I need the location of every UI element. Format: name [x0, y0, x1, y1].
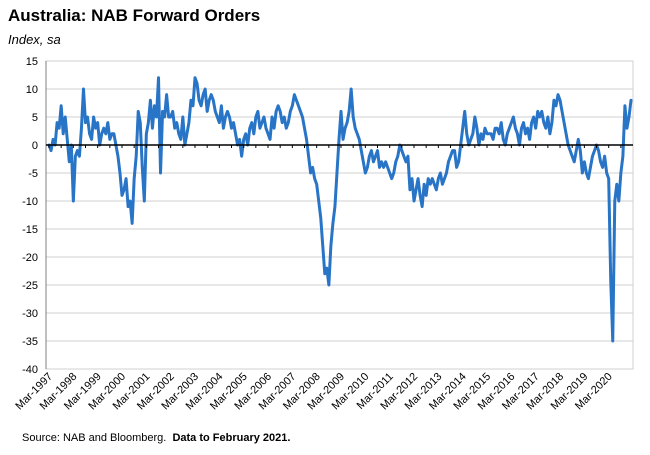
y-tick-label: 15: [26, 56, 38, 68]
y-tick-label: -35: [22, 336, 38, 348]
source-text: Source: NAB and Bloomberg.: [22, 432, 167, 444]
y-tick-label: 10: [26, 84, 38, 96]
chart-title: Australia: NAB Forward Orders: [8, 6, 261, 25]
source-note: Source: NAB and Bloomberg. Data to Febru…: [22, 432, 290, 444]
y-tick-label: -10: [22, 196, 38, 208]
y-axis-unit-label: Index, sa: [8, 32, 61, 47]
y-tick-label: -40: [22, 364, 38, 376]
y-tick-label: -5: [28, 168, 38, 180]
y-tick-label: -20: [22, 252, 38, 264]
plot-border: [45, 60, 634, 370]
y-tick-label: 5: [32, 112, 38, 124]
y-tick-label: 0: [32, 140, 38, 152]
y-tick-label: -25: [22, 280, 38, 292]
y-tick-label: -30: [22, 308, 38, 320]
y-tick-label: -15: [22, 224, 38, 236]
data-to-note: Data to February 2021.: [172, 432, 291, 444]
